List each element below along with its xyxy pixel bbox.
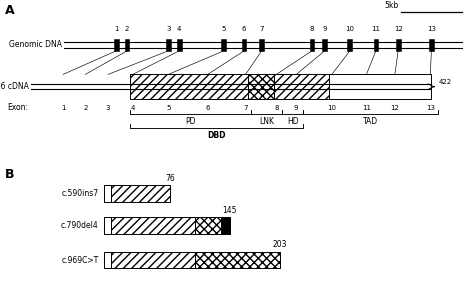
Text: 9: 9 <box>294 105 299 112</box>
Bar <box>111 185 170 202</box>
Text: A: A <box>5 4 14 17</box>
Text: 13: 13 <box>426 105 435 112</box>
Bar <box>104 252 111 268</box>
Text: 7: 7 <box>243 105 248 112</box>
Bar <box>429 39 434 51</box>
Bar <box>396 39 401 51</box>
Text: 5: 5 <box>166 105 171 112</box>
Text: 2: 2 <box>125 26 129 32</box>
Text: 11: 11 <box>362 105 371 112</box>
Text: 11: 11 <box>372 26 380 32</box>
Bar <box>177 39 182 51</box>
Bar <box>114 39 118 51</box>
Text: Genomic DNA: Genomic DNA <box>9 40 62 49</box>
Text: 13: 13 <box>427 26 436 32</box>
Text: 422: 422 <box>438 79 452 85</box>
Text: TAD: TAD <box>363 117 378 126</box>
Bar <box>322 39 327 51</box>
Text: 12: 12 <box>391 105 399 112</box>
Text: 7: 7 <box>259 26 264 32</box>
Text: DBD: DBD <box>208 131 226 140</box>
Bar <box>125 39 129 51</box>
Text: c.969C>T: c.969C>T <box>61 255 99 265</box>
Bar <box>130 75 248 99</box>
Text: 1: 1 <box>114 26 118 32</box>
Bar <box>104 185 111 202</box>
Text: 76: 76 <box>165 174 175 183</box>
Text: 1: 1 <box>61 105 65 112</box>
Text: Exon:: Exon: <box>8 103 28 112</box>
Text: B: B <box>5 168 14 181</box>
Text: 9: 9 <box>322 26 327 32</box>
Bar <box>248 75 274 99</box>
Bar <box>221 39 226 51</box>
Text: 8: 8 <box>274 105 279 112</box>
Text: c.790del4: c.790del4 <box>61 221 99 230</box>
Bar <box>195 252 280 268</box>
Text: 6: 6 <box>205 105 210 112</box>
Text: 10: 10 <box>328 105 336 112</box>
Text: PAX6 cDNA: PAX6 cDNA <box>0 82 28 91</box>
Bar <box>259 39 264 51</box>
Text: 10: 10 <box>346 26 354 32</box>
Bar <box>329 75 431 99</box>
Bar <box>374 39 378 51</box>
Text: 4: 4 <box>130 105 135 112</box>
Bar <box>104 217 111 234</box>
Text: 12: 12 <box>394 26 402 32</box>
Text: 8: 8 <box>310 26 314 32</box>
Text: 145: 145 <box>222 206 237 215</box>
Bar <box>274 75 329 99</box>
Bar <box>310 39 314 51</box>
Text: 5: 5 <box>221 26 226 32</box>
Text: 6: 6 <box>242 26 246 32</box>
Bar <box>242 39 246 51</box>
Bar <box>111 217 195 234</box>
Bar <box>195 217 221 234</box>
Text: 5kb: 5kb <box>384 1 398 10</box>
Text: 3: 3 <box>166 26 171 32</box>
Bar <box>166 39 171 51</box>
Bar <box>221 217 229 234</box>
Text: 4: 4 <box>177 26 182 32</box>
Bar <box>347 39 352 51</box>
Bar <box>111 252 195 268</box>
Text: LNK: LNK <box>259 117 274 126</box>
Text: PD: PD <box>185 117 196 126</box>
Text: c.590ins7: c.590ins7 <box>62 189 99 198</box>
Text: HD: HD <box>287 117 299 126</box>
Text: 203: 203 <box>273 240 287 249</box>
Text: 2: 2 <box>83 105 88 112</box>
Text: 3: 3 <box>106 105 110 112</box>
